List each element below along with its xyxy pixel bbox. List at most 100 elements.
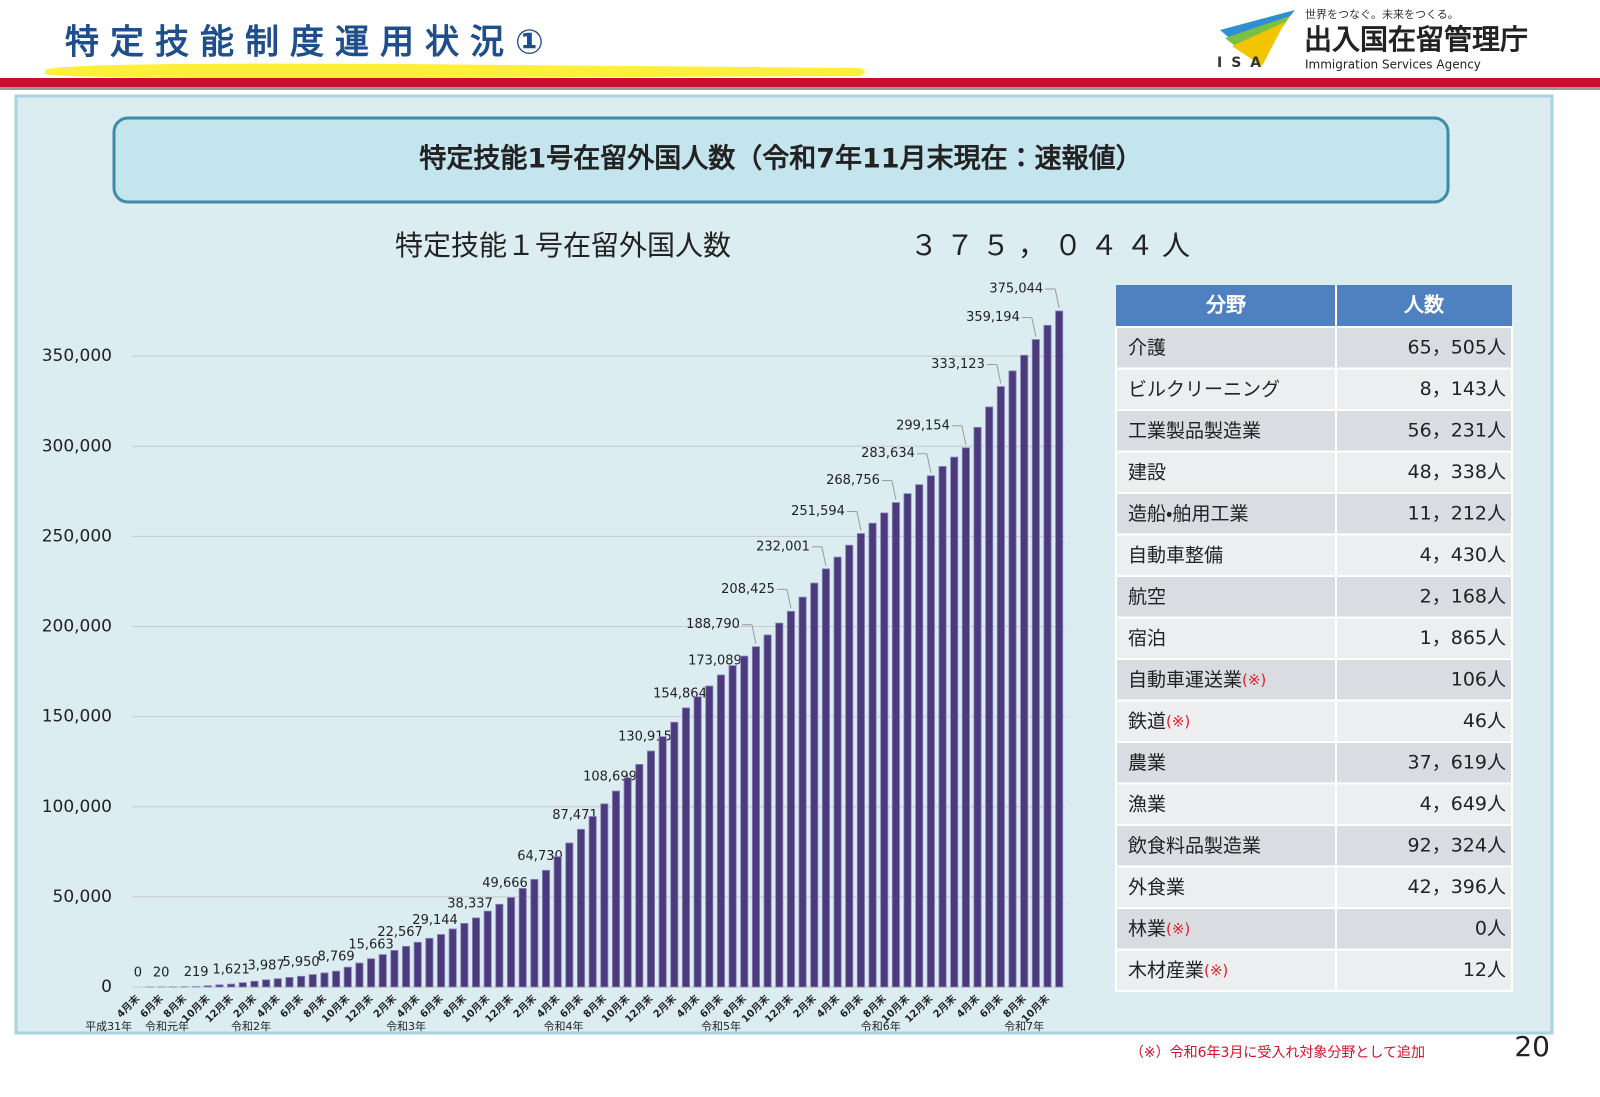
bar — [565, 842, 574, 988]
table-header: 人数 — [1403, 293, 1445, 317]
table-count: 42，396人 — [1408, 876, 1506, 898]
table-field-name: ビルクリーニング — [1128, 378, 1280, 400]
bar — [576, 828, 586, 988]
bar — [810, 582, 819, 988]
table-field-name: 介護 — [1128, 336, 1166, 358]
bar — [600, 803, 609, 988]
title-underline — [45, 63, 865, 79]
bar — [950, 456, 959, 988]
bar — [472, 917, 481, 988]
bar — [915, 484, 924, 988]
bar — [985, 406, 994, 988]
bar — [961, 447, 970, 988]
table-field-name: 建設 — [1128, 461, 1166, 483]
page-number: 20 — [1514, 1030, 1550, 1063]
bar — [856, 533, 865, 988]
bar — [681, 707, 690, 988]
bar — [880, 512, 889, 988]
bar — [821, 568, 830, 988]
value-label: 375,044 — [989, 281, 1043, 296]
bar — [390, 950, 399, 988]
table-field: 外食業 — [1128, 876, 1185, 898]
bar — [378, 954, 387, 988]
bar — [670, 721, 679, 988]
logo-abbr: ISA — [1217, 55, 1270, 71]
value-label: 299,154 — [896, 418, 950, 433]
value-label: 154,864 — [653, 686, 707, 701]
bar — [868, 522, 877, 988]
table-field-name: 外食業 — [1128, 876, 1185, 898]
table-field-note: (※) — [1166, 919, 1190, 937]
table-count: 12人 — [1463, 959, 1506, 981]
bar — [437, 934, 446, 988]
bar — [285, 977, 294, 988]
bar — [553, 856, 562, 988]
value-label: 173,089 — [688, 654, 742, 669]
bar — [1055, 310, 1064, 988]
bar — [343, 966, 352, 988]
label-leader — [1054, 288, 1060, 309]
table-field-name: 漁業 — [1128, 793, 1166, 815]
table-field: 航空 — [1128, 585, 1166, 607]
banner-text: 特定技能1号在留外国人数（令和7年11月末現在：速報値） — [419, 143, 1142, 175]
bar — [728, 665, 737, 988]
table-count: 1，865人 — [1420, 627, 1506, 649]
logo-tagline: 世界をつなぐ。未来をつくる。 — [1305, 8, 1459, 21]
table-field: 造船・舶用工業 — [1128, 502, 1248, 524]
table-field: 自動車運送業(※) — [1128, 668, 1266, 690]
bar — [262, 979, 271, 988]
bar — [308, 974, 317, 988]
bar — [845, 544, 854, 988]
bar — [1020, 354, 1029, 988]
bar — [763, 634, 772, 988]
value-label: 29,144 — [412, 913, 458, 928]
table-field: 宿泊 — [1128, 627, 1166, 649]
value-label: 64,730 — [517, 849, 563, 864]
bar — [973, 426, 982, 988]
year-label: 令和4年 — [544, 1019, 584, 1033]
y-tick-label: 300,000 — [42, 436, 112, 456]
label-leader — [821, 546, 827, 566]
table-field-name: 鉄道 — [1128, 710, 1166, 732]
value-label: 20 — [153, 965, 170, 980]
table-field: 木材産業(※) — [1128, 959, 1228, 981]
value-label: 232,001 — [756, 539, 810, 554]
label-leader — [751, 624, 757, 644]
table-field: 林業(※) — [1128, 917, 1190, 939]
table-field: ビルクリーニング — [1128, 378, 1280, 400]
year-label: 令和3年 — [386, 1019, 426, 1033]
table-field: 工業製品製造業 — [1128, 419, 1261, 441]
table-count: 56，231人 — [1408, 419, 1506, 441]
bar — [646, 750, 655, 988]
value-label: 87,471 — [552, 808, 598, 823]
y-tick-label: 350,000 — [42, 346, 112, 366]
value-label: 283,634 — [861, 446, 915, 461]
bar — [891, 502, 900, 988]
header-rule-shadow — [0, 87, 1600, 90]
bar — [367, 958, 376, 988]
bar — [693, 696, 702, 988]
label-leader — [786, 589, 792, 609]
bar — [798, 596, 807, 988]
value-label: 333,123 — [931, 357, 985, 372]
label-leader — [996, 364, 1002, 384]
value-label: 5,950 — [282, 955, 319, 970]
table-field-name: 飲食料品製造業 — [1128, 834, 1261, 856]
year-label: 令和6年 — [861, 1019, 901, 1033]
year-label: 令和5年 — [701, 1019, 741, 1033]
bar — [623, 777, 632, 988]
year-label: 令和元年 — [145, 1019, 189, 1033]
chart-title: 特定技能１号在留外国人数 — [395, 229, 731, 262]
table-field-note: (※) — [1242, 670, 1266, 688]
bar — [635, 763, 644, 988]
bar — [483, 910, 492, 988]
table-row-bg — [1115, 326, 1513, 370]
label-leader — [926, 453, 932, 473]
value-label: 15,663 — [348, 937, 394, 952]
table-count: 46人 — [1463, 710, 1506, 732]
value-label: 1,621 — [213, 963, 250, 978]
table-header: 分野 — [1205, 293, 1246, 317]
table-count: 92，324人 — [1408, 834, 1506, 856]
